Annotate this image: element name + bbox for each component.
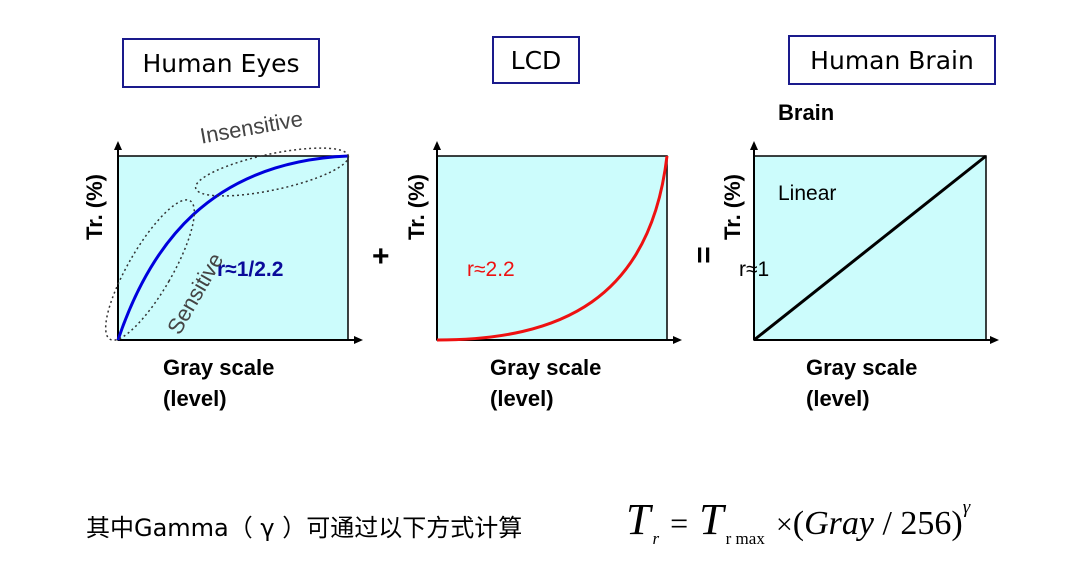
formula-open: ( <box>792 505 805 542</box>
formula-sub-rmax: r max <box>725 529 765 549</box>
xlabel-brain-line1: Gray scale <box>806 355 918 380</box>
formula-sub-r: r <box>652 529 660 549</box>
plot-area-eyes <box>117 155 349 341</box>
formula-times: × <box>775 508 793 541</box>
formula-gamma: γ <box>962 497 971 519</box>
formula-T: T <box>626 495 651 544</box>
y-arrow-eyes <box>114 141 122 150</box>
formula-256: 256 <box>900 505 952 542</box>
equals-operator: = <box>686 246 720 264</box>
linear-label: Linear <box>778 182 837 205</box>
curve-label-lcd: r≈2.2 <box>467 258 515 281</box>
y-arrow-lcd <box>433 141 441 150</box>
formula-T2: T <box>699 495 724 544</box>
xlabel-brain-line2: (level) <box>806 386 870 411</box>
formula-equals: = <box>670 505 689 541</box>
formula-gray: Gray <box>804 505 874 542</box>
title-human-eyes: Human Eyes <box>122 38 320 88</box>
formula-slash: / <box>873 505 901 542</box>
ylabel-lcd: Tr. (%) <box>404 173 429 240</box>
xlabel-brain: Gray scale (level) <box>806 352 917 414</box>
xlabel-lcd-line1: Gray scale <box>490 355 602 380</box>
y-arrow-brain <box>750 141 758 150</box>
plus-operator: + <box>372 240 390 273</box>
xlabel-eyes-line2: (level) <box>163 386 227 411</box>
x-arrow-brain <box>990 336 999 344</box>
gamma-caption: 其中Gamma（ γ ）可通过以下方式计算 <box>86 514 523 542</box>
sensitive-region <box>104 199 196 341</box>
plot-area-lcd <box>436 155 668 341</box>
formula-close: ) <box>951 505 963 542</box>
insensitive-region <box>194 147 350 197</box>
partial-brain-text: Brain <box>778 104 835 120</box>
xlabel-lcd-line2: (level) <box>490 386 554 411</box>
xlabel-eyes: Gray scale (level) <box>163 352 274 414</box>
ylabel-eyes: Tr. (%) <box>82 173 107 240</box>
ylabel-brain: Tr. (%) <box>720 173 745 240</box>
x-arrow-eyes <box>354 336 363 344</box>
curve-eyes <box>116 154 349 341</box>
xlabel-lcd: Gray scale (level) <box>490 352 601 414</box>
curve-label-brain: r≈1 <box>739 258 770 281</box>
xlabel-eyes-line1: Gray scale <box>163 355 275 380</box>
curve-brain <box>753 154 987 342</box>
x-arrow-lcd <box>673 336 682 344</box>
curve-label-eyes: r≈1/2.2 <box>217 258 284 281</box>
curve-lcd <box>436 155 669 342</box>
title-human-brain: Human Brain <box>788 35 996 85</box>
title-lcd: LCD <box>492 36 580 84</box>
